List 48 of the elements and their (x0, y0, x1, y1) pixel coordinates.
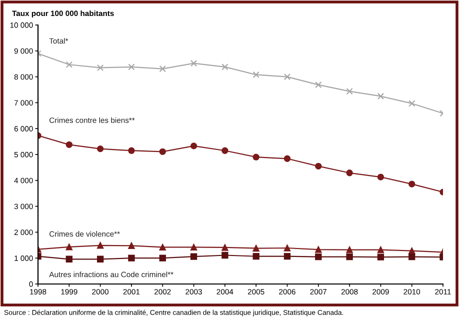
point (315, 162, 322, 170)
point (66, 141, 72, 148)
point (315, 81, 322, 88)
point (252, 252, 260, 260)
point (408, 180, 416, 188)
point (408, 253, 416, 260)
point (315, 253, 322, 260)
point (346, 253, 353, 260)
point (284, 155, 291, 162)
point (222, 64, 228, 70)
point (315, 246, 322, 253)
point (96, 64, 104, 72)
point (284, 252, 291, 260)
point (159, 244, 166, 251)
point (346, 246, 353, 254)
point (346, 170, 353, 176)
point (96, 256, 104, 262)
point (128, 64, 135, 70)
point (66, 61, 72, 68)
point (252, 71, 260, 78)
point (190, 142, 198, 150)
point (222, 244, 228, 251)
point (159, 254, 166, 262)
point (284, 73, 291, 80)
point (377, 254, 384, 260)
point (128, 242, 135, 249)
point (159, 148, 166, 155)
point (128, 147, 135, 154)
point (66, 256, 72, 262)
point (96, 145, 104, 152)
point (408, 248, 416, 254)
point (284, 244, 291, 252)
point (159, 65, 166, 72)
point (377, 92, 384, 100)
point (66, 244, 72, 250)
point (222, 147, 228, 154)
point (377, 174, 384, 180)
point (190, 244, 198, 251)
point (346, 88, 353, 95)
point (128, 254, 135, 262)
point (222, 252, 228, 259)
point (190, 253, 198, 260)
point (408, 100, 416, 107)
point (252, 154, 260, 160)
point (252, 244, 260, 252)
point (96, 242, 104, 249)
point (190, 60, 198, 67)
point (377, 246, 384, 254)
